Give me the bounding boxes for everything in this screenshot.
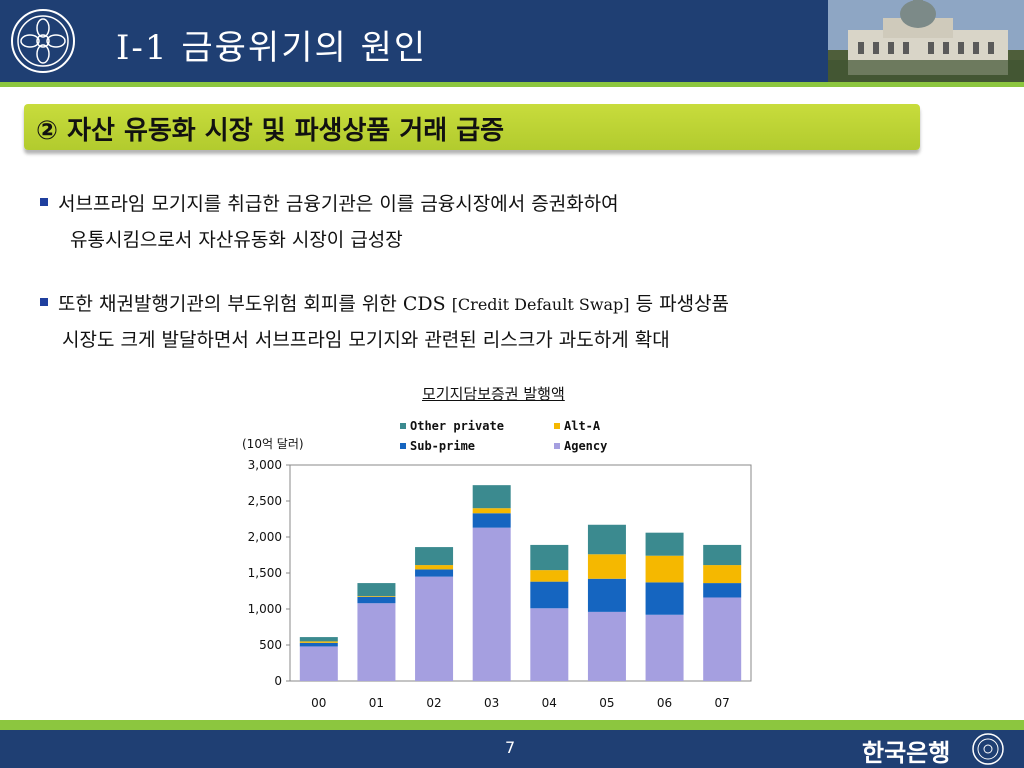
x-tick-label: 02: [426, 696, 441, 710]
y-tick-label: 0: [274, 674, 282, 688]
chart-legend: Other private Alt-A Sub-prime Agency: [400, 419, 607, 453]
bar-agency-02: [415, 576, 454, 681]
y-tick-label: 1,500: [248, 566, 282, 580]
bar-sub-prime-02: [415, 569, 454, 577]
section-heading-box: ② 자산 유동화 시장 및 파생상품 거래 급증: [24, 104, 920, 150]
bar-sub-prime-00: [299, 642, 338, 647]
bar-alt-a-06: [645, 555, 684, 583]
building-photo-icon: [828, 0, 1024, 82]
legend-label: Sub-prime: [410, 439, 475, 453]
legend-swatch: [400, 443, 406, 449]
bar-alt-a-00: [299, 641, 338, 643]
x-tick-label: 07: [715, 696, 730, 710]
bar-sub-prime-04: [530, 581, 569, 609]
bullet-2-cont: 시장도 크게 발달하면서 서브프라임 모기지와 관련된 리스크가 과도하게 확대: [62, 324, 670, 356]
bullet-1-line-1: 서브프라임 모기지를 취급한 금융기관은 이를 금융시장에서 증권화하여: [58, 193, 619, 215]
bar-alt-a-05: [587, 554, 626, 579]
bar-alt-a-02: [415, 565, 454, 570]
bar-other-private-03: [472, 485, 511, 509]
x-tick-label: 06: [657, 696, 672, 710]
bar-other-private-06: [645, 532, 684, 556]
bar-other-private-07: [703, 544, 742, 566]
bar-sub-prime-03: [472, 513, 511, 528]
x-tick-label: 00: [311, 696, 326, 710]
legend-label: Alt-A: [564, 419, 601, 433]
bar-agency-01: [357, 603, 396, 681]
bar-other-private-04: [530, 544, 569, 571]
legend-swatch: [400, 423, 406, 429]
legend-label: Agency: [564, 439, 607, 453]
bar-other-private-05: [587, 524, 626, 555]
bullet-2-line-2: 시장도 크게 발달하면서 서브프라임 모기지와 관련된 리스크가 과도하게 확대: [62, 329, 670, 351]
bar-agency-07: [703, 597, 742, 681]
bar-other-private-00: [299, 637, 338, 642]
page-number: 7: [505, 738, 516, 757]
bullet-2-line-1c: 등 파생상품: [629, 293, 730, 315]
y-tick-label: 500: [259, 638, 282, 652]
footer-bar: 7 한국은행: [0, 730, 1024, 768]
y-tick-label: 2,500: [248, 494, 282, 508]
bar-alt-a-04: [530, 570, 569, 582]
chart-unit-label: (10억 달러): [242, 437, 304, 451]
bullet-square-icon: [40, 298, 48, 306]
section-heading: ② 자산 유동화 시장 및 파생상품 거래 급증: [36, 116, 505, 146]
bank-name: 한국은행: [862, 739, 951, 767]
chart-title: 모기지담보증권 발행액: [422, 385, 565, 403]
page-title: I-1 금융위기의 원인: [116, 28, 428, 68]
x-tick-label: 01: [369, 696, 384, 710]
y-tick-label: 2,000: [248, 530, 282, 544]
bar-sub-prime-01: [357, 596, 396, 604]
bar-agency-03: [472, 527, 511, 681]
bank-emblem-small-icon: [972, 733, 1004, 765]
header-bar: I-1 금융위기의 원인: [0, 0, 1024, 82]
bank-emblem-icon: [11, 9, 75, 73]
bullet-2: 또한 채권발행기관의 부도위험 회피를 위한 CDS [Credit Defau…: [40, 288, 729, 321]
bar-sub-prime-07: [703, 583, 742, 598]
bullet-1-cont: 유통시킴으로서 자산유동화 시장이 급성장: [70, 224, 403, 256]
y-tick-label: 3,000: [248, 458, 282, 472]
legend-swatch: [554, 423, 560, 429]
legend-swatch: [554, 443, 560, 449]
chart-bars: [299, 485, 742, 681]
header-divider: [0, 82, 1024, 87]
bar-alt-a-07: [703, 565, 742, 584]
bar-agency-04: [530, 608, 569, 681]
x-tick-label: 04: [542, 696, 557, 710]
bar-alt-a-01: [357, 596, 396, 597]
bar-agency-06: [645, 614, 684, 681]
x-tick-label: 03: [484, 696, 499, 710]
bullet-1: 서브프라임 모기지를 취급한 금융기관은 이를 금융시장에서 증권화하여: [40, 188, 619, 220]
bullet-1-line-2: 유통시킴으로서 자산유동화 시장이 급성장: [70, 229, 403, 251]
bullet-2-line-1a: 또한 채권발행기관의 부도위험 회피를 위한 CDS: [58, 293, 446, 315]
bar-alt-a-03: [472, 508, 511, 514]
bar-other-private-01: [357, 583, 396, 597]
bar-other-private-02: [415, 547, 454, 566]
y-tick-label: 1,000: [248, 602, 282, 616]
bullet-square-icon: [40, 198, 48, 206]
bar-sub-prime-06: [645, 582, 684, 615]
x-tick-label: 05: [599, 696, 614, 710]
bar-sub-prime-05: [587, 578, 626, 612]
bar-agency-00: [299, 646, 338, 681]
footer-divider: [0, 720, 1024, 730]
bar-agency-05: [587, 611, 626, 681]
bullet-2-line-1b: [Credit Default Swap]: [451, 295, 630, 314]
stacked-bar-chart: (10억 달러) Other private Alt-A Sub-prime Agen…: [242, 419, 752, 710]
legend-label: Other private: [410, 419, 504, 433]
